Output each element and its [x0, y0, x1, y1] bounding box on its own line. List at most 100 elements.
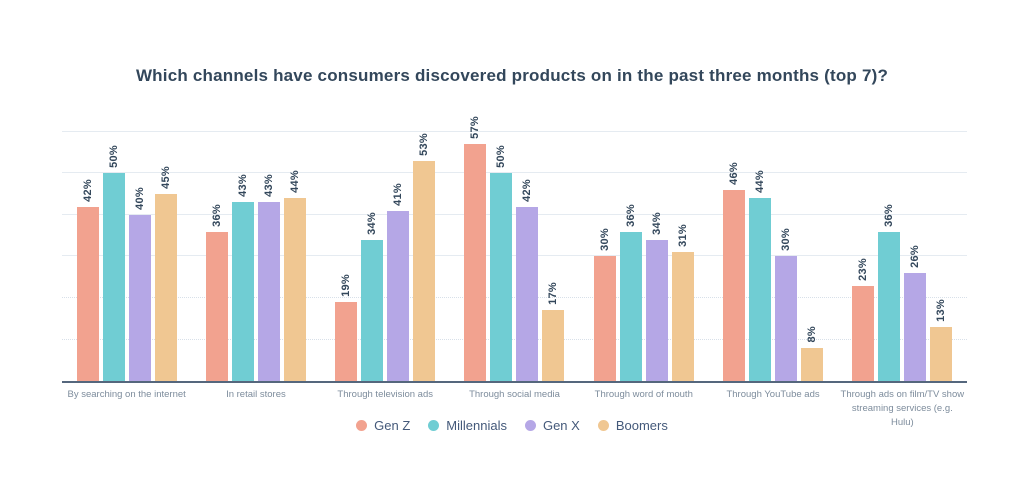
bar-column-gen-x: 30%	[775, 111, 798, 381]
legend-dot-millennials	[428, 420, 440, 431]
bar-boomers	[801, 347, 824, 381]
bar-gen-x	[128, 214, 151, 381]
bar-groups: 42% 50% 40% 45% 36% 43% 43% 44% 19% 34% 41% 53% 57% 5…	[62, 111, 967, 381]
bar-gen-x	[775, 256, 798, 381]
bar-value-label: 23%	[857, 257, 870, 281]
bar-value-label: 8%	[806, 326, 819, 343]
bar-group: 19% 34% 41% 53%	[321, 111, 450, 381]
x-axis-label: Through social media	[469, 389, 560, 400]
bar-column-gen-z: 23%	[852, 111, 875, 381]
bar-millennials	[749, 198, 772, 381]
x-axis-line	[62, 381, 967, 383]
legend-dot-boomers	[597, 420, 609, 431]
legend-dot-gen-x	[524, 420, 536, 431]
bar-gen-z	[852, 285, 875, 381]
legend-item-boomers: Boomers	[597, 418, 668, 433]
bar-value-label: 36%	[624, 203, 637, 227]
bar-boomers	[542, 310, 565, 381]
legend: Gen Z Millennials Gen X Boomers	[0, 418, 1024, 433]
bar-gen-x	[257, 202, 280, 381]
bar-column-millennials: 36%	[878, 111, 901, 381]
gridline-50	[62, 172, 967, 174]
bar-gen-z	[464, 144, 487, 381]
bar-column-gen-x: 41%	[387, 111, 410, 381]
legend-label: Gen Z	[374, 418, 411, 433]
chart-title: Which channels have consumers discovered…	[135, 66, 889, 85]
bar-value-label: 57%	[469, 116, 482, 140]
legend-item-gen-x: Gen X	[524, 418, 580, 433]
bar-column-gen-x: 43%	[257, 111, 280, 381]
bar-value-label: 26%	[909, 245, 922, 268]
bar-value-label: 43%	[236, 174, 249, 198]
bar-millennials	[361, 239, 384, 381]
bar-gen-z	[593, 256, 616, 381]
bar-column-millennials: 44%	[749, 111, 772, 381]
bar-value-label: 13%	[935, 299, 948, 322]
bar-column-boomers: 17%	[542, 111, 565, 381]
bar-column-gen-z: 36%	[205, 111, 228, 381]
bar-column-millennials: 34%	[361, 111, 384, 381]
bar-gen-x	[645, 239, 668, 381]
gridline-30	[62, 255, 967, 257]
bar-boomers	[930, 327, 953, 381]
bar-value-label: 46%	[728, 161, 741, 185]
bar-boomers	[154, 194, 177, 381]
bar-millennials	[619, 231, 642, 381]
bar-column-gen-z: 19%	[335, 111, 358, 381]
bar-gen-x	[904, 273, 927, 381]
x-axis-label: Through YouTube ads	[726, 389, 820, 400]
bar-column-gen-z: 46%	[723, 111, 746, 381]
bar-value-label: 30%	[780, 228, 793, 252]
bar-gen-z	[76, 206, 99, 381]
legend-label: Boomers	[615, 418, 668, 433]
bar-column-boomers: 44%	[283, 111, 306, 381]
bar-column-boomers: 8%	[801, 111, 824, 381]
bar-column-millennials: 50%	[102, 111, 125, 381]
bar-value-label: 50%	[495, 145, 508, 169]
bar-boomers	[671, 252, 694, 381]
bar-column-gen-x: 42%	[516, 111, 539, 381]
bar-value-label: 34%	[366, 211, 379, 235]
legend-label: Millennials	[446, 418, 507, 433]
bar-value-label: 45%	[159, 166, 172, 190]
bar-column-gen-z: 57%	[464, 111, 487, 381]
plot-area: 42% 50% 40% 45% 36% 43% 43% 44% 19% 34% 41% 53% 57% 5…	[62, 111, 967, 381]
bar-group: 23% 36% 26% 13%	[838, 111, 967, 381]
bar-millennials	[490, 173, 513, 381]
bar-value-label: 36%	[883, 203, 896, 227]
bar-column-gen-z: 42%	[76, 111, 99, 381]
bar-value-label: 44%	[754, 170, 767, 194]
bar-group: 30% 36% 34% 31%	[579, 111, 708, 381]
x-axis-label: Through ads on film/TV show streaming se…	[840, 389, 965, 428]
bar-column-boomers: 53%	[413, 111, 436, 381]
bar-column-millennials: 50%	[490, 111, 513, 381]
bar-value-label: 43%	[262, 174, 275, 198]
legend-item-gen-z: Gen Z	[356, 418, 410, 433]
legend-item-millennials: Millennials	[428, 418, 507, 433]
bar-boomers	[283, 198, 306, 381]
legend-label: Gen X	[542, 418, 580, 433]
x-axis-label: Through word of mouth	[594, 389, 693, 400]
gridline-10	[62, 338, 967, 340]
bar-gen-z	[205, 231, 228, 381]
bar-value-label: 17%	[547, 282, 560, 306]
bar-value-label: 36%	[210, 203, 223, 227]
bar-value-label: 42%	[81, 178, 94, 202]
bar-column-millennials: 36%	[619, 111, 642, 381]
x-axis-labels: By searching on the internet In retail st…	[62, 388, 967, 429]
bar-gen-x	[387, 210, 410, 381]
bar-value-label: 19%	[340, 274, 353, 298]
bar-value-label: 42%	[521, 178, 534, 202]
bar-millennials	[878, 231, 901, 381]
bar-group: 57% 50% 42% 17%	[450, 111, 579, 381]
bar-column-gen-z: 30%	[593, 111, 616, 381]
x-axis-label: By searching on the internet	[67, 389, 186, 400]
bar-column-gen-x: 40%	[128, 111, 151, 381]
bar-group: 42% 50% 40% 45%	[62, 111, 191, 381]
bar-value-label: 44%	[288, 170, 301, 194]
bar-millennials	[231, 202, 254, 381]
gridline-40	[62, 213, 967, 215]
bar-column-gen-x: 34%	[645, 111, 668, 381]
bar-gen-z	[723, 189, 746, 381]
